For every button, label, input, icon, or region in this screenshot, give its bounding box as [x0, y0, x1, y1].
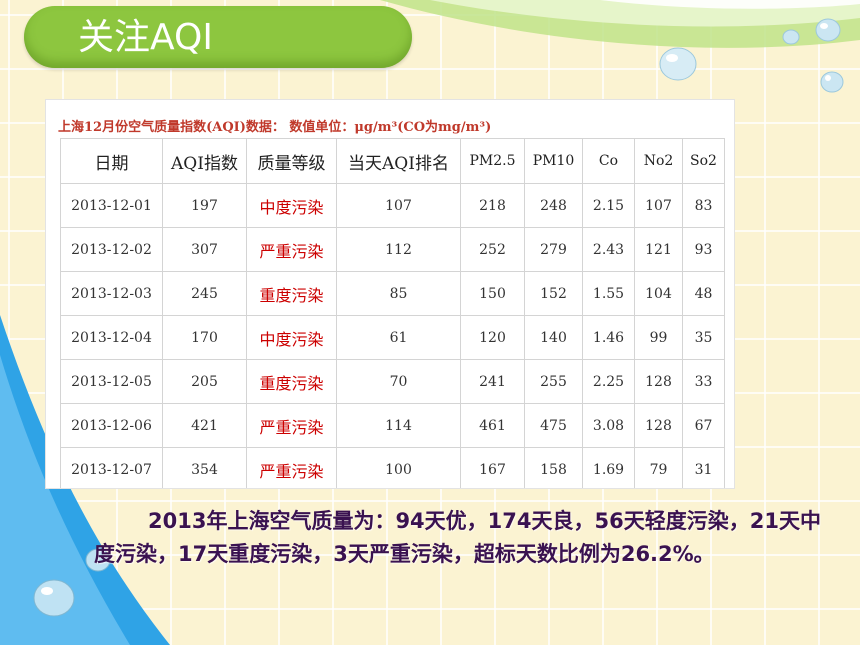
- table-row: 2013-12-03 245 重度污染 85 150 152 1.55 104 …: [60, 271, 725, 316]
- title-banner: [24, 6, 412, 68]
- cell-level: 严重污染: [246, 403, 337, 448]
- header-co: Co: [582, 138, 635, 184]
- table-row: 2013-12-07 354 严重污染 100 167 158 1.69 79 …: [60, 447, 725, 488]
- cell-no2: 104: [634, 271, 683, 316]
- header-rank: 当天AQI排名: [336, 138, 461, 184]
- cell-co: 2.25: [582, 359, 635, 404]
- cell-date: 2013-12-01: [60, 183, 163, 228]
- cell-no2: 99: [634, 315, 683, 360]
- table-caption: 上海12月份空气质量指数(AQI)数据： 数值单位：μg/m³(CO为mg/m³…: [58, 120, 492, 135]
- cell-so2: 31: [682, 447, 725, 488]
- header-date: 日期: [60, 138, 163, 184]
- table-row: 2013-12-05 205 重度污染 70 241 255 2.25 128 …: [60, 359, 725, 404]
- water-drop-icon: [33, 579, 75, 617]
- cell-aqi: 170: [162, 315, 247, 360]
- cell-date: 2013-12-03: [60, 271, 163, 316]
- cell-so2: 48: [682, 271, 725, 316]
- cell-pm25: 461: [460, 403, 525, 448]
- cell-aqi: 205: [162, 359, 247, 404]
- cell-so2: 35: [682, 315, 725, 360]
- cell-aqi: 354: [162, 447, 247, 488]
- cell-aqi: 197: [162, 183, 247, 228]
- cell-no2: 79: [634, 447, 683, 488]
- header-so2: So2: [682, 138, 725, 184]
- table-row: 2013-12-06 421 严重污染 114 461 475 3.08 128…: [60, 403, 725, 448]
- summary-text: 2013年上海空气质量为：94天优，174天良，56天轻度污染，21天中度污染，…: [94, 509, 821, 566]
- cell-pm10: 255: [524, 359, 583, 404]
- cell-date: 2013-12-07: [60, 447, 163, 488]
- table-row: 2013-12-01 197 中度污染 107 218 248 2.15 107…: [60, 183, 725, 228]
- cell-rank: 114: [336, 403, 461, 448]
- table-row: 2013-12-04 170 中度污染 61 120 140 1.46 99 3…: [60, 315, 725, 360]
- cell-pm10: 475: [524, 403, 583, 448]
- cell-co: 1.46: [582, 315, 635, 360]
- cell-pm10: 158: [524, 447, 583, 488]
- cell-rank: 100: [336, 447, 461, 488]
- water-drop-icon: [815, 18, 841, 42]
- cell-pm25: 252: [460, 227, 525, 272]
- cell-co: 3.08: [582, 403, 635, 448]
- cell-pm25: 167: [460, 447, 525, 488]
- aqi-data-table: 日期 AQI指数 质量等级 当天AQI排名 PM2.5 PM10 Co No2 …: [60, 138, 725, 488]
- cell-rank: 112: [336, 227, 461, 272]
- blue-swoosh-bottom-left: [0, 315, 170, 645]
- cell-pm25: 218: [460, 183, 525, 228]
- cell-pm25: 241: [460, 359, 525, 404]
- water-drop-icon: [782, 29, 800, 45]
- cell-no2: 128: [634, 359, 683, 404]
- cell-level: 重度污染: [246, 359, 337, 404]
- cell-co: 1.69: [582, 447, 635, 488]
- cell-co: 2.43: [582, 227, 635, 272]
- cell-date: 2013-12-04: [60, 315, 163, 360]
- water-drop-icon: [820, 71, 844, 93]
- cell-pm10: 248: [524, 183, 583, 228]
- green-swoosh-top-right: [380, 0, 860, 48]
- cell-so2: 83: [682, 183, 725, 228]
- cell-pm10: 140: [524, 315, 583, 360]
- cell-aqi: 307: [162, 227, 247, 272]
- header-level: 质量等级: [246, 138, 337, 184]
- cell-rank: 61: [336, 315, 461, 360]
- cell-pm25: 120: [460, 315, 525, 360]
- cell-no2: 128: [634, 403, 683, 448]
- cell-no2: 107: [634, 183, 683, 228]
- cell-date: 2013-12-02: [60, 227, 163, 272]
- cell-so2: 33: [682, 359, 725, 404]
- header-pm10: PM10: [524, 138, 583, 184]
- cell-level: 中度污染: [246, 315, 337, 360]
- cell-level: 严重污染: [246, 447, 337, 488]
- cell-level: 重度污染: [246, 271, 337, 316]
- cell-pm10: 279: [524, 227, 583, 272]
- water-drop-icon: [659, 47, 697, 81]
- header-aqi: AQI指数: [162, 138, 247, 184]
- cell-date: 2013-12-06: [60, 403, 163, 448]
- cell-rank: 85: [336, 271, 461, 316]
- cell-date: 2013-12-05: [60, 359, 163, 404]
- cell-pm10: 152: [524, 271, 583, 316]
- cell-aqi: 245: [162, 271, 247, 316]
- cell-rank: 107: [336, 183, 461, 228]
- table-row: 2013-12-02 307 严重污染 112 252 279 2.43 121…: [60, 227, 725, 272]
- water-drop-icon: [85, 548, 111, 572]
- cell-so2: 93: [682, 227, 725, 272]
- header-pm25: PM2.5: [460, 138, 525, 184]
- cell-co: 2.15: [582, 183, 635, 228]
- header-no2: No2: [634, 138, 683, 184]
- table-header-row: 日期 AQI指数 质量等级 当天AQI排名 PM2.5 PM10 Co No2 …: [60, 138, 725, 184]
- cell-aqi: 421: [162, 403, 247, 448]
- cell-rank: 70: [336, 359, 461, 404]
- cell-pm25: 150: [460, 271, 525, 316]
- cell-so2: 67: [682, 403, 725, 448]
- slide-title: 关注AQI: [78, 17, 213, 58]
- cell-level: 严重污染: [246, 227, 337, 272]
- cell-co: 1.55: [582, 271, 635, 316]
- cell-level: 中度污染: [246, 183, 337, 228]
- cell-no2: 121: [634, 227, 683, 272]
- aqi-table-panel: 上海12月份空气质量指数(AQI)数据： 数值单位：μg/m³(CO为mg/m³…: [46, 100, 734, 488]
